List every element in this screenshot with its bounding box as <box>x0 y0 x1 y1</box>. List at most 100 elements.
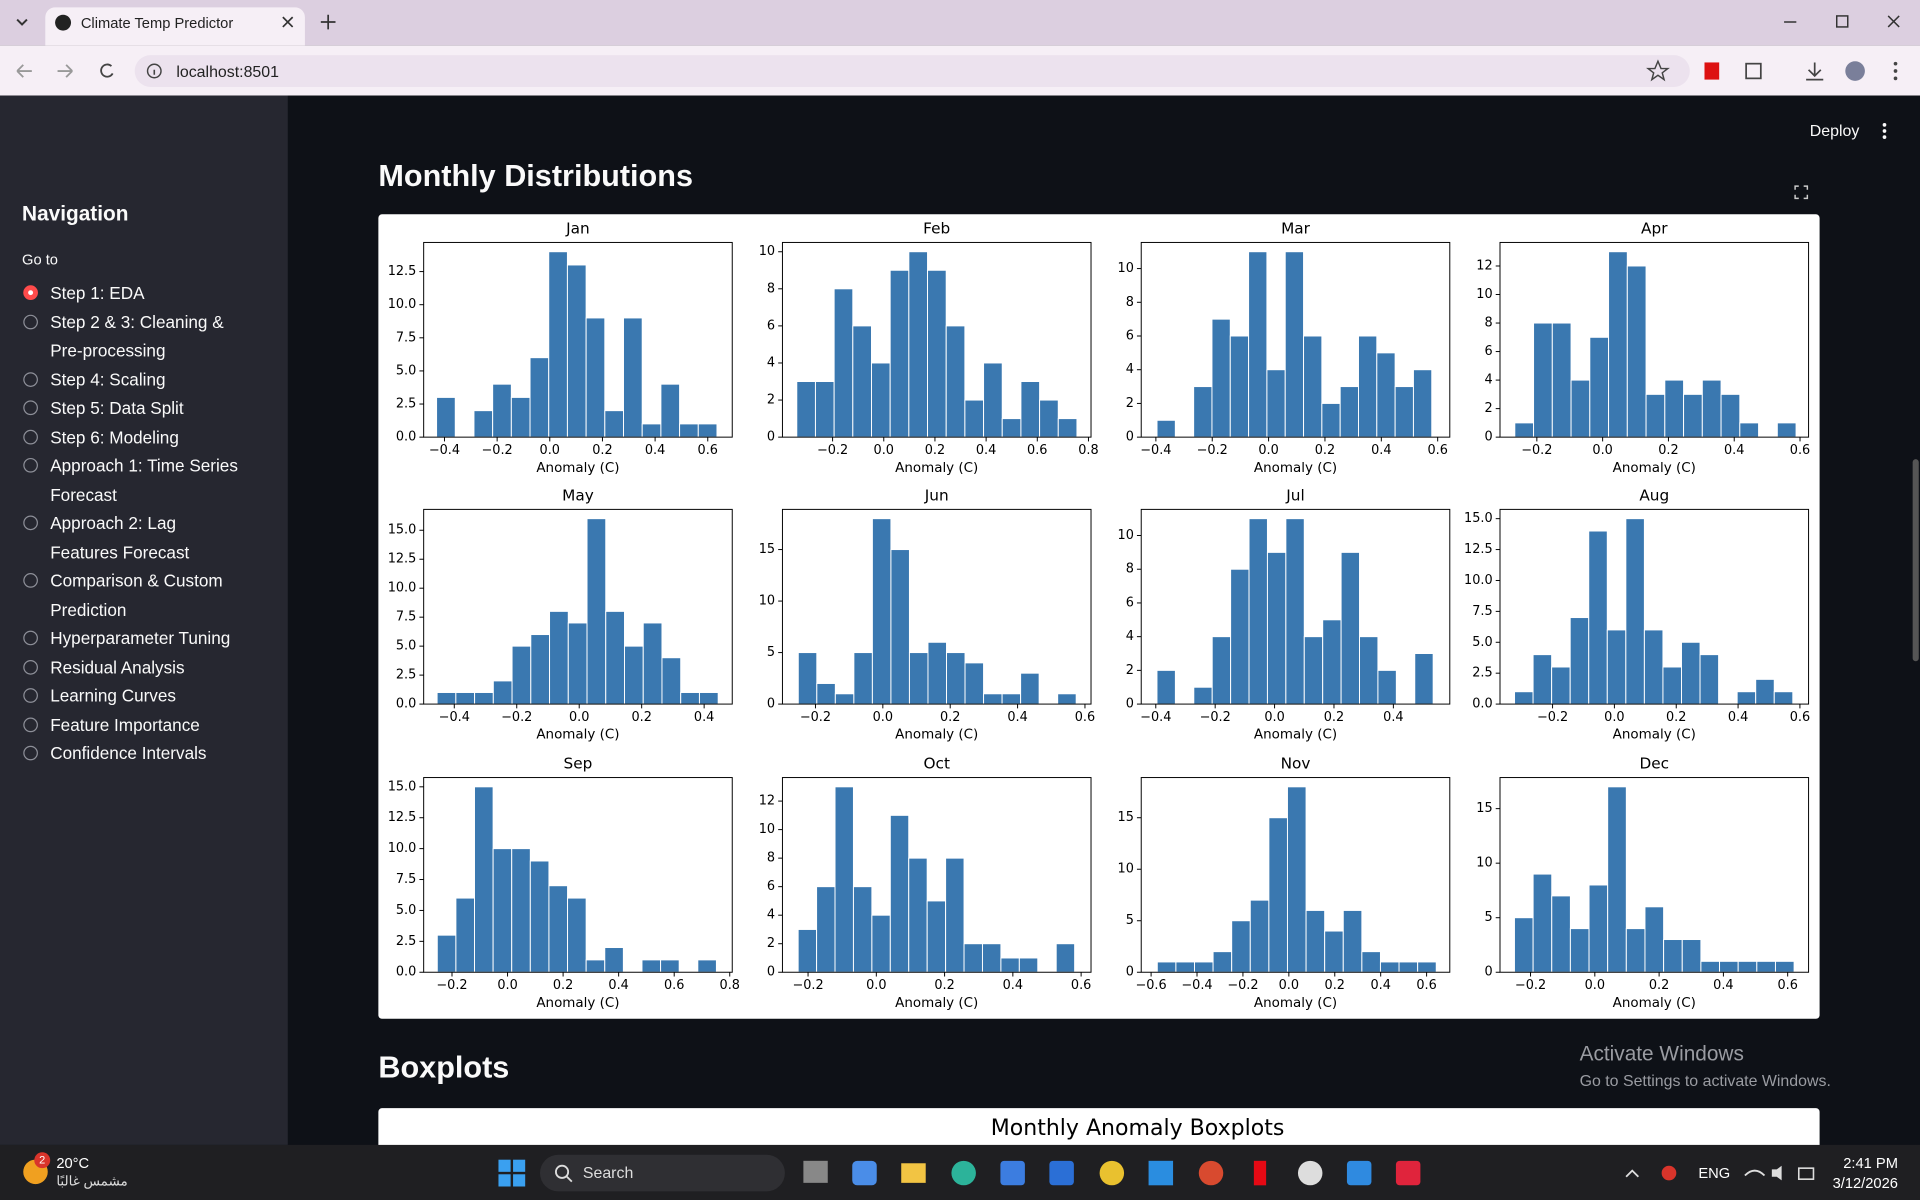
radio-option[interactable]: Learning Curves <box>23 682 246 711</box>
radio-button[interactable] <box>23 630 38 646</box>
radio-option-label[interactable]: Comparison & Custom Prediction <box>50 570 223 619</box>
radio-option-label[interactable]: Approach 2: Lag Features Forecast <box>50 513 190 562</box>
radio-button[interactable] <box>23 314 38 329</box>
histogram-bar <box>926 900 947 973</box>
y-tick-label: 10 <box>759 244 775 259</box>
y-tick-label: 15 <box>759 542 775 557</box>
histogram-bar <box>927 269 947 438</box>
radio-option-label[interactable]: Confidence Intervals <box>50 743 207 763</box>
histogram-bar <box>1175 961 1195 973</box>
radio-button[interactable] <box>23 659 38 675</box>
radio-option-label[interactable]: Learning Curves <box>50 685 177 706</box>
radio-option[interactable]: Approach 1: Time Series Forecast <box>23 452 246 510</box>
start-button[interactable] <box>498 1159 526 1187</box>
histogram-bar <box>1551 322 1572 438</box>
radio-option-label[interactable]: Step 6: Modeling <box>50 426 179 447</box>
x-axis-label: Anomaly (C) <box>1254 728 1337 743</box>
section-heading: Boxplots <box>378 1050 510 1085</box>
search-text[interactable]: Search <box>582 1163 634 1182</box>
url[interactable]: localhost:8501 <box>176 62 279 81</box>
scrollbar[interactable] <box>1912 459 1919 662</box>
new-tab[interactable] <box>318 12 338 32</box>
x-tick-label: 0.2 <box>592 443 612 458</box>
x-axis-label: Anomaly (C) <box>1254 461 1337 476</box>
histogram-bar <box>1230 568 1250 705</box>
radio-button[interactable] <box>23 429 38 444</box>
radio-button[interactable] <box>23 688 38 703</box>
tab-close[interactable] <box>279 13 296 30</box>
radio-button[interactable] <box>23 285 38 301</box>
x-tick-label: 0.4 <box>645 443 665 458</box>
radio-button[interactable] <box>23 371 38 387</box>
tab-list-button[interactable] <box>10 10 34 34</box>
nav-buttons[interactable] <box>12 59 122 83</box>
toolbar-icons[interactable] <box>1646 59 1910 83</box>
radio-button[interactable] <box>23 745 38 761</box>
language[interactable]: ENG <box>1698 1164 1731 1182</box>
histogram-bar <box>1681 939 1702 973</box>
fullscreen-button[interactable] <box>1794 185 1809 200</box>
radio-option-label[interactable]: Step 1: EDA <box>50 282 145 303</box>
radio-option-label[interactable]: Step 4: Scaling <box>50 369 166 389</box>
x-tick-label: 0.0 <box>1604 710 1624 725</box>
y-tick-label: 0 <box>767 697 775 712</box>
x-tick-label: 0.4 <box>1003 978 1023 993</box>
x-tick-label: 0.2 <box>1324 710 1344 725</box>
radio-option-label[interactable]: Residual Analysis <box>50 656 185 677</box>
histogram-bar <box>1376 352 1396 438</box>
y-tick-label: 12.5 <box>388 552 417 567</box>
histogram-bar <box>510 396 531 438</box>
radio-option-label[interactable]: Feature Importance <box>50 714 200 735</box>
radio-button[interactable] <box>23 400 38 416</box>
histogram-bar <box>1755 678 1775 705</box>
deploy-button[interactable]: Deploy <box>1809 121 1860 140</box>
subplot-title: May <box>562 486 594 504</box>
x-tick-label: 0.4 <box>1371 443 1391 458</box>
radio-option-label[interactable]: Hyperparameter Tuning <box>50 628 231 648</box>
radio-option[interactable]: Confidence Intervals <box>23 740 246 769</box>
search-box[interactable] <box>540 1154 785 1192</box>
clock-date[interactable]: 3/12/2026 <box>1832 1174 1898 1192</box>
radio-option-label[interactable]: Approach 1: Time Series Forecast <box>50 455 238 504</box>
radio-button[interactable] <box>23 716 38 732</box>
histogram-bar <box>1398 961 1419 973</box>
radio-option[interactable]: Approach 2: Lag Features Forecast <box>23 509 246 567</box>
y-tick-label: 12.5 <box>1464 542 1493 557</box>
y-tick-label: 10.0 <box>388 297 417 312</box>
x-tick-label: 0.6 <box>1027 443 1047 458</box>
radio-option[interactable]: Step 6: Modeling <box>23 423 246 452</box>
histogram-bar <box>530 634 551 705</box>
radio-option[interactable]: Residual Analysis <box>23 653 246 682</box>
radio-option[interactable]: Feature Importance <box>23 711 246 740</box>
x-tick-label: 0.4 <box>1713 978 1733 993</box>
radio-button[interactable] <box>23 515 38 531</box>
histogram-bar <box>1588 884 1609 973</box>
radio-option-label[interactable]: Step 5: Data Split <box>50 397 184 418</box>
histogram-bar <box>1303 636 1324 705</box>
address-bar[interactable] <box>134 55 1690 87</box>
tray-icons[interactable] <box>1622 1163 1818 1183</box>
taskbar-apps[interactable] <box>803 1157 1427 1189</box>
radio-button[interactable] <box>23 573 38 588</box>
radio-button[interactable] <box>23 457 38 473</box>
site-info-icon[interactable] <box>146 62 163 79</box>
histogram-bar <box>698 692 719 705</box>
radio-option[interactable]: Hyperparameter Tuning <box>23 624 246 653</box>
main-menu[interactable] <box>1877 120 1892 142</box>
subplot-title: Apr <box>1641 219 1668 237</box>
radio-option[interactable]: Step 4: Scaling <box>23 366 246 395</box>
radio-option-label[interactable]: Step 2 & 3: Cleaning & Pre-processing <box>50 311 224 361</box>
x-tick-label: 0.4 <box>976 443 996 458</box>
histogram-bar <box>585 317 606 438</box>
radio-option[interactable]: Comparison & Custom Prediction <box>23 567 246 625</box>
radio-option[interactable]: Step 1: EDA <box>23 279 246 308</box>
x-tick-label: 0.6 <box>1790 443 1810 458</box>
radio-option[interactable]: Step 5: Data Split <box>23 394 246 423</box>
clock-time[interactable]: 2:41 PM <box>1843 1154 1898 1172</box>
active-tab[interactable] <box>45 7 305 46</box>
histogram-bar <box>1773 691 1794 705</box>
radio-option[interactable]: Step 2 & 3: Cleaning & Pre-processing <box>23 308 246 366</box>
window-controls[interactable] <box>1776 7 1911 36</box>
histogram-bar <box>1020 672 1040 705</box>
weather-temp: 20°C <box>56 1154 90 1172</box>
